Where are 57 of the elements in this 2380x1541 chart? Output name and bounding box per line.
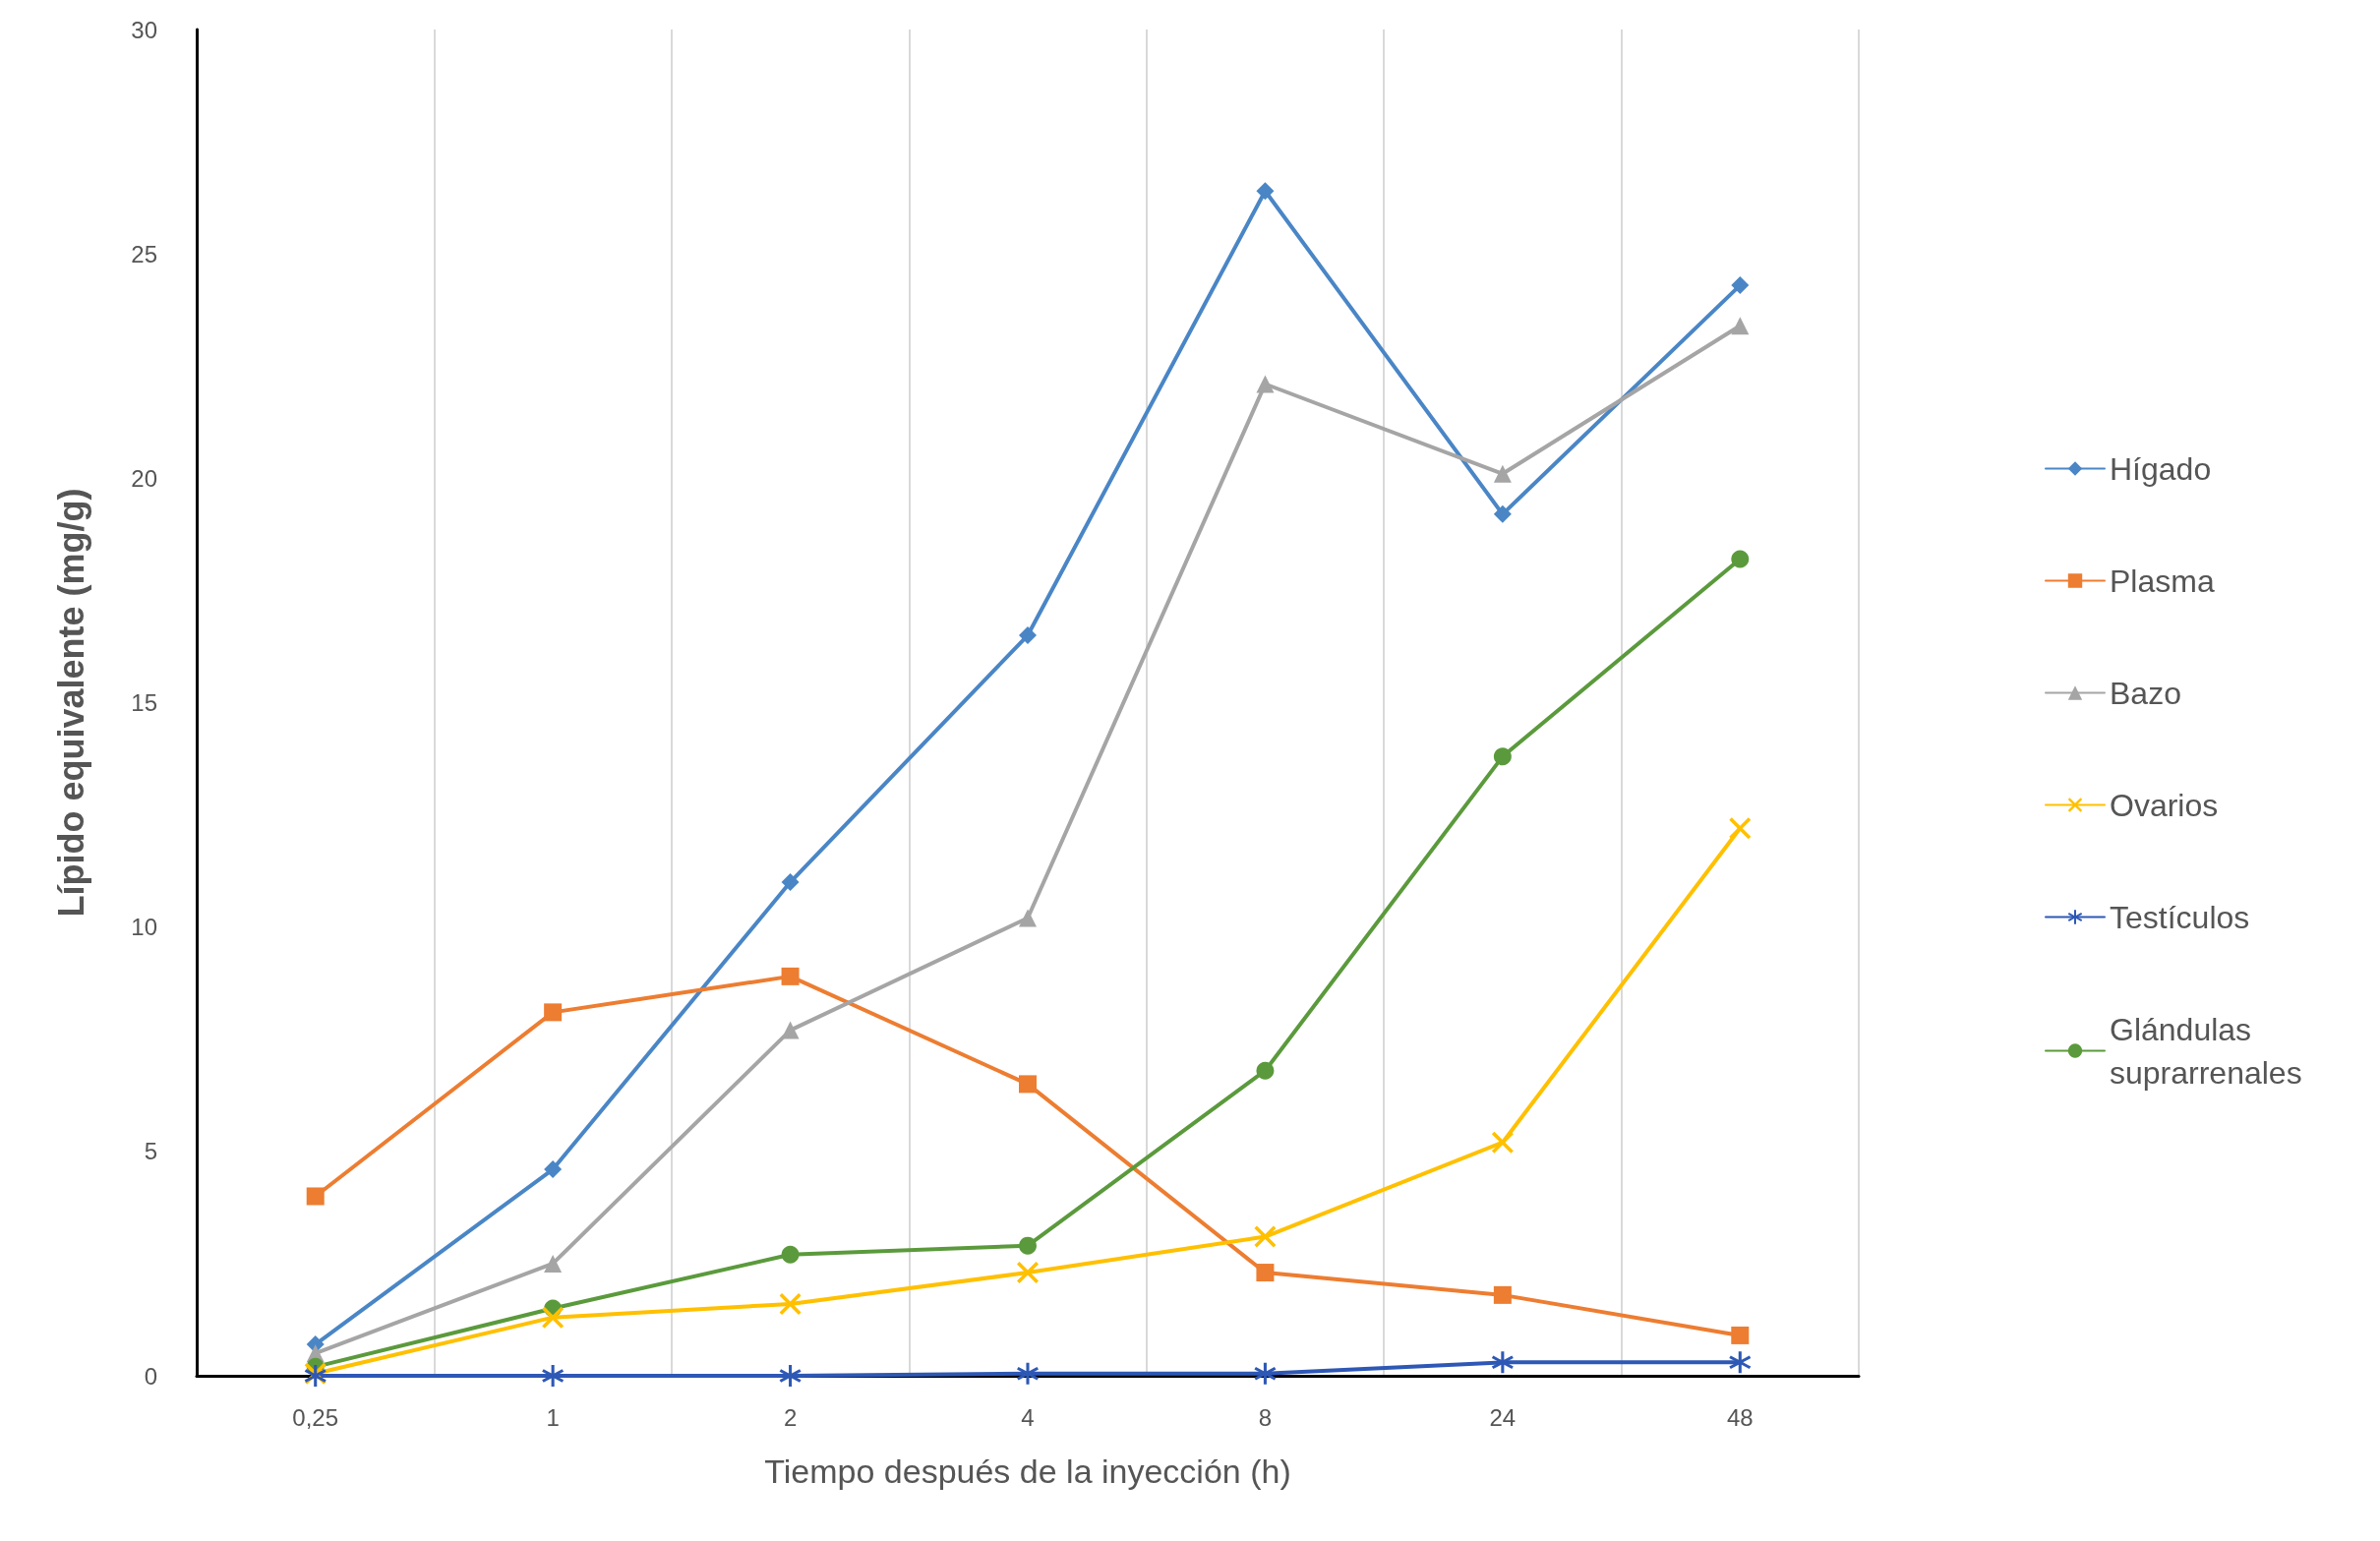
point [1491, 1131, 1514, 1154]
point [544, 1003, 563, 1022]
point [1256, 1061, 1275, 1080]
point [1729, 817, 1752, 840]
legend-label: Glándulas suprarrenales [2110, 1011, 2302, 1091]
x-tick-label: 24 [1489, 1403, 1517, 1431]
point [1254, 1225, 1277, 1248]
point [1256, 182, 1275, 201]
legend-label: Bazo [2110, 675, 2181, 711]
x-tick-label: 48 [1726, 1403, 1754, 1431]
point [1019, 1236, 1037, 1255]
point [1019, 909, 1037, 927]
legend-label: Testículos [2110, 899, 2250, 935]
y-tick-label: 25 [131, 240, 157, 267]
point [1019, 1075, 1037, 1094]
point [1493, 504, 1512, 523]
point [1731, 276, 1750, 295]
point [1731, 1326, 1750, 1344]
point [1254, 1362, 1277, 1385]
point [781, 967, 800, 985]
legend-label: Ovarios [2110, 787, 2219, 823]
y-tick-label: 20 [131, 464, 157, 492]
y-tick-label: 30 [131, 16, 157, 43]
point [544, 1254, 563, 1273]
point [1729, 1351, 1752, 1374]
point [1256, 1264, 1275, 1282]
point [544, 1160, 563, 1179]
point [1493, 1285, 1512, 1304]
point [779, 1365, 802, 1387]
point [781, 1245, 800, 1264]
point [542, 1306, 565, 1329]
y-tick-label: 5 [144, 1138, 157, 1165]
point [1731, 317, 1750, 335]
point [779, 1292, 802, 1315]
point [306, 1187, 325, 1206]
legend-label: Hígado [2110, 450, 2212, 487]
legend-label: Plasma [2110, 563, 2215, 599]
point [1493, 464, 1512, 483]
point [1491, 1351, 1514, 1374]
x-tick-label: 8 [1258, 1403, 1273, 1431]
x-tick-label: 2 [783, 1403, 798, 1431]
point [542, 1365, 565, 1387]
point [1019, 626, 1037, 645]
y-tick-label: 10 [131, 914, 157, 941]
point [1731, 550, 1750, 568]
x-tick-label: 1 [546, 1403, 560, 1431]
point [1017, 1362, 1039, 1385]
y-tick-label: 0 [144, 1362, 157, 1390]
y-tick-label: 15 [131, 689, 157, 716]
point [781, 873, 800, 892]
x-axis-title: Tiempo después de la inyección (h) [764, 1452, 1291, 1490]
x-tick-label: 0,25 [292, 1403, 339, 1431]
point [1017, 1262, 1039, 1284]
point [1256, 375, 1275, 393]
x-tick-label: 4 [1021, 1403, 1035, 1431]
point [1493, 747, 1512, 766]
y-axis-title: Lípido equivalente (mg/g) [50, 488, 91, 918]
